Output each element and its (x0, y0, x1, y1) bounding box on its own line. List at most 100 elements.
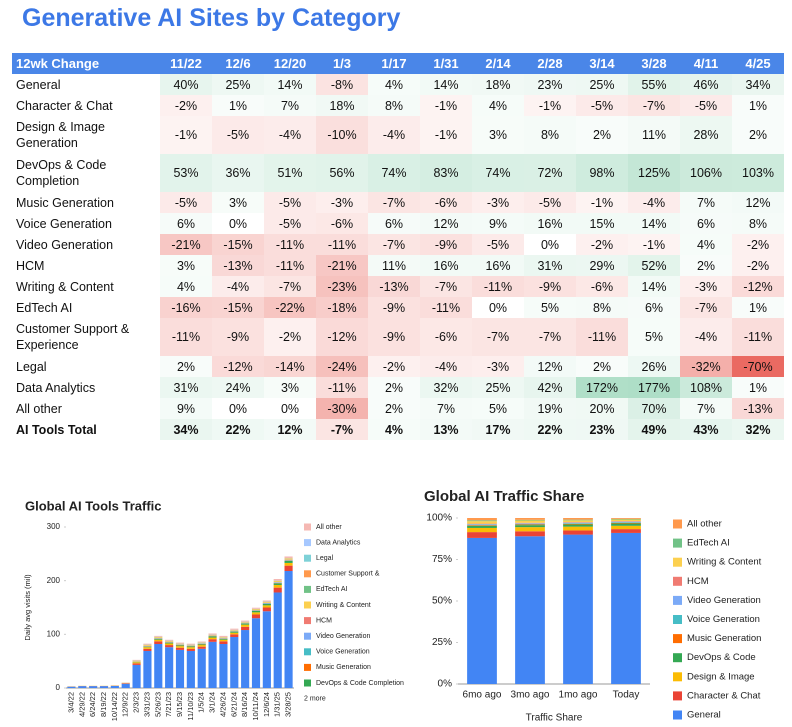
bar-segment (219, 643, 228, 688)
row-label: Video Generation (16, 237, 114, 252)
change-cell: -9% (524, 276, 576, 297)
change-cell: 83% (420, 154, 472, 192)
change-cell: 26% (628, 356, 680, 377)
change-cell: 18% (316, 95, 368, 116)
change-cell: -13% (212, 255, 264, 276)
change-cell: 12% (524, 356, 576, 377)
change-cell: 16% (524, 213, 576, 234)
x-tick-label: 5/26/23 (153, 692, 162, 717)
change-cell: 12% (264, 419, 316, 440)
bar-segment (230, 630, 239, 631)
table-row: Voice Generation 6% 0% -5% -6% 6% 12% 9% 16% 15% 1… (12, 213, 784, 234)
change-cell: 17% (472, 419, 524, 440)
change-cell: 8% (576, 297, 628, 318)
bar-segment (132, 659, 141, 661)
change-cell: -10% (316, 116, 368, 154)
bar-segment (165, 647, 174, 688)
bar-segment (611, 525, 641, 530)
legend-label: Legal (316, 555, 334, 562)
chart-title: Global AI Traffic Share (424, 488, 584, 505)
bar-segment (154, 639, 163, 642)
bar-segment (186, 646, 195, 648)
change-cell: 172% (576, 377, 628, 398)
legend-swatch (304, 523, 311, 531)
change-cell: 9% (472, 213, 524, 234)
bar-segment (154, 637, 163, 638)
change-cell: 15% (576, 213, 628, 234)
change-cell: -5% (524, 192, 576, 213)
bar-segment (241, 624, 250, 627)
legend-swatch (304, 601, 311, 609)
change-cell: -2% (264, 318, 316, 356)
change-cell: 31% (160, 377, 212, 398)
bar-segment (611, 522, 641, 524)
bar-segment (175, 646, 185, 648)
x-tick-label: 12/9/22 (121, 692, 130, 717)
change-cell: -22% (264, 297, 316, 318)
legend-swatch (673, 538, 682, 548)
row-label: HCM (16, 258, 45, 273)
bar-segment (467, 527, 497, 533)
x-tick-label: 8/19/22 (99, 692, 108, 717)
change-cell: 2% (680, 255, 732, 276)
change-cell: 12% (420, 213, 472, 234)
change-cell: 23% (576, 419, 628, 440)
y-tick-label: 100 (47, 629, 61, 638)
change-cell: -4% (368, 116, 420, 154)
change-cell: -7% (420, 276, 472, 297)
change-cell: 14% (420, 74, 472, 95)
change-cell: -12% (732, 276, 784, 297)
bar-segment (273, 582, 282, 583)
change-cell: 2% (368, 377, 420, 398)
legend-swatch (673, 557, 682, 567)
bar-segment (121, 683, 130, 688)
bar-segment (251, 607, 261, 609)
x-tick-label: Today (613, 690, 640, 701)
row-label: Design & Image Generation (16, 120, 105, 150)
x-tick-label: 8/16/24 (240, 692, 249, 717)
change-cell: 11% (368, 255, 420, 276)
bar-segment (143, 646, 152, 648)
bar-segment (273, 581, 282, 583)
bar-segment (165, 641, 174, 642)
x-tick-label: 3/31/23 (142, 692, 151, 717)
change-cell: -1% (420, 116, 472, 154)
change-cell: 5% (524, 297, 576, 318)
change-cell: 4% (160, 276, 212, 297)
x-tick-label: 4/29/22 (77, 692, 86, 717)
change-cell: 25% (576, 74, 628, 95)
change-cell: -7% (264, 276, 316, 297)
table-row: DevOps & Code Completion 53% 36% 51% 56% 74% 8… (12, 154, 784, 192)
change-cell: 3% (472, 116, 524, 154)
change-cell: 4% (368, 419, 420, 440)
change-cell: 125% (628, 154, 680, 192)
change-cell: -3% (472, 192, 524, 213)
bar-segment (99, 686, 109, 688)
change-cell: -21% (316, 255, 368, 276)
change-cell: -2% (732, 255, 784, 276)
legend-swatch (304, 570, 311, 578)
bar-segment (143, 644, 152, 646)
change-cell: -11% (160, 318, 212, 356)
legend-swatch (673, 576, 682, 586)
change-cell: 177% (628, 377, 680, 398)
bar-segment (563, 519, 593, 521)
legend-label: DevOps & Code Completion (316, 680, 404, 687)
x-tick-label: 3/4/22 (66, 692, 75, 713)
bar-segment (251, 612, 261, 615)
x-tick-label: 7/21/23 (164, 692, 173, 717)
table-row: HCM 3% -13% -11% -21% 11% 16% 16% 31% 29% 52% 2% -2% (12, 255, 784, 276)
x-tick-label: 6/21/24 (229, 692, 238, 717)
bar-segment (284, 562, 293, 566)
legend-label: Writing & Content (687, 557, 762, 568)
row-label: EdTech AI (16, 300, 73, 315)
bar-segment (110, 685, 119, 688)
bar-segment (467, 521, 497, 524)
change-cell: 5% (472, 398, 524, 419)
bar-segment (515, 518, 545, 520)
x-tick-label: 10/14/22 (110, 692, 119, 721)
change-cell: 2% (160, 356, 212, 377)
change-cell: -30% (316, 398, 368, 419)
change-cell: 12% (732, 192, 784, 213)
bar-segment (143, 648, 152, 651)
